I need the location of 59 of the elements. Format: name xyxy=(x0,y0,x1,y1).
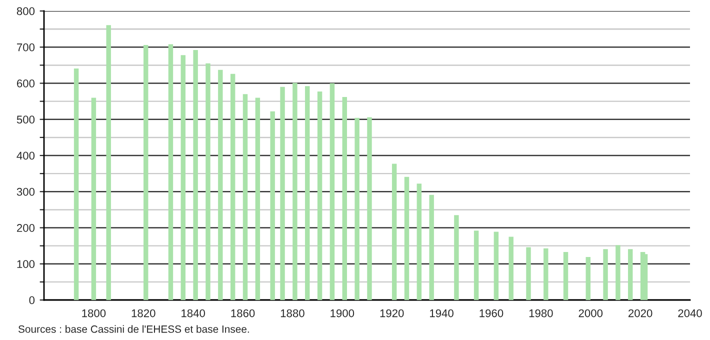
bar xyxy=(367,117,372,300)
bar xyxy=(218,70,223,300)
bar xyxy=(526,247,531,300)
bar xyxy=(280,86,285,300)
bar xyxy=(392,164,397,300)
y-tick-label: 700 xyxy=(17,43,35,52)
bar xyxy=(616,245,620,300)
y-tick-label: 0 xyxy=(29,296,35,304)
x-tick-label: 2040 xyxy=(678,309,702,318)
x-tick-label: 1860 xyxy=(231,309,255,318)
x-tick-label: 1980 xyxy=(529,309,553,318)
bar xyxy=(603,249,608,300)
x-tick-label: 1840 xyxy=(182,309,205,318)
bar xyxy=(292,82,298,300)
bar xyxy=(544,248,548,300)
y-tick-label: 100 xyxy=(17,260,35,268)
bar xyxy=(144,44,148,300)
bar xyxy=(270,111,275,300)
bar xyxy=(416,184,422,300)
bar xyxy=(168,44,174,300)
y-tick-label: 400 xyxy=(16,152,35,160)
bar xyxy=(404,176,410,300)
bar xyxy=(106,25,111,300)
x-tick-label: 1940 xyxy=(430,309,454,318)
y-tick-label: 600 xyxy=(17,80,35,88)
x-tick-label: 1880 xyxy=(280,309,304,318)
bar xyxy=(494,232,499,300)
bar xyxy=(454,215,459,300)
y-tick-label: 300 xyxy=(16,188,35,196)
bar xyxy=(628,249,633,300)
bar xyxy=(305,86,310,300)
x-tick-label: 1900 xyxy=(330,309,354,318)
bar xyxy=(91,98,96,300)
y-tick-label: 500 xyxy=(16,116,35,124)
bar xyxy=(330,83,335,300)
bar xyxy=(342,96,347,300)
x-tick-label: 1820 xyxy=(132,309,156,318)
x-tick-label: 1960 xyxy=(480,309,504,318)
bar xyxy=(429,194,434,300)
bar xyxy=(563,252,568,300)
bar xyxy=(242,94,248,300)
bar xyxy=(508,236,514,300)
bar xyxy=(354,118,360,300)
bar xyxy=(317,92,322,300)
x-tick-label: 2000 xyxy=(578,309,603,318)
y-tick-label: 800 xyxy=(16,7,35,16)
bar xyxy=(230,74,236,300)
y-tick-label: 200 xyxy=(16,224,35,232)
x-tick-label: 2020 xyxy=(628,309,652,318)
bar xyxy=(206,63,210,300)
bar xyxy=(586,257,590,300)
source-note: Sources : base Cassini de l'EHESS et base Insee. xyxy=(18,325,249,333)
bar xyxy=(193,50,198,300)
bar xyxy=(255,98,260,300)
bar xyxy=(474,230,479,300)
x-tick-label: 1920 xyxy=(380,309,404,318)
x-tick-label: 1800 xyxy=(82,309,106,318)
bar xyxy=(74,68,79,300)
bar xyxy=(180,55,186,300)
